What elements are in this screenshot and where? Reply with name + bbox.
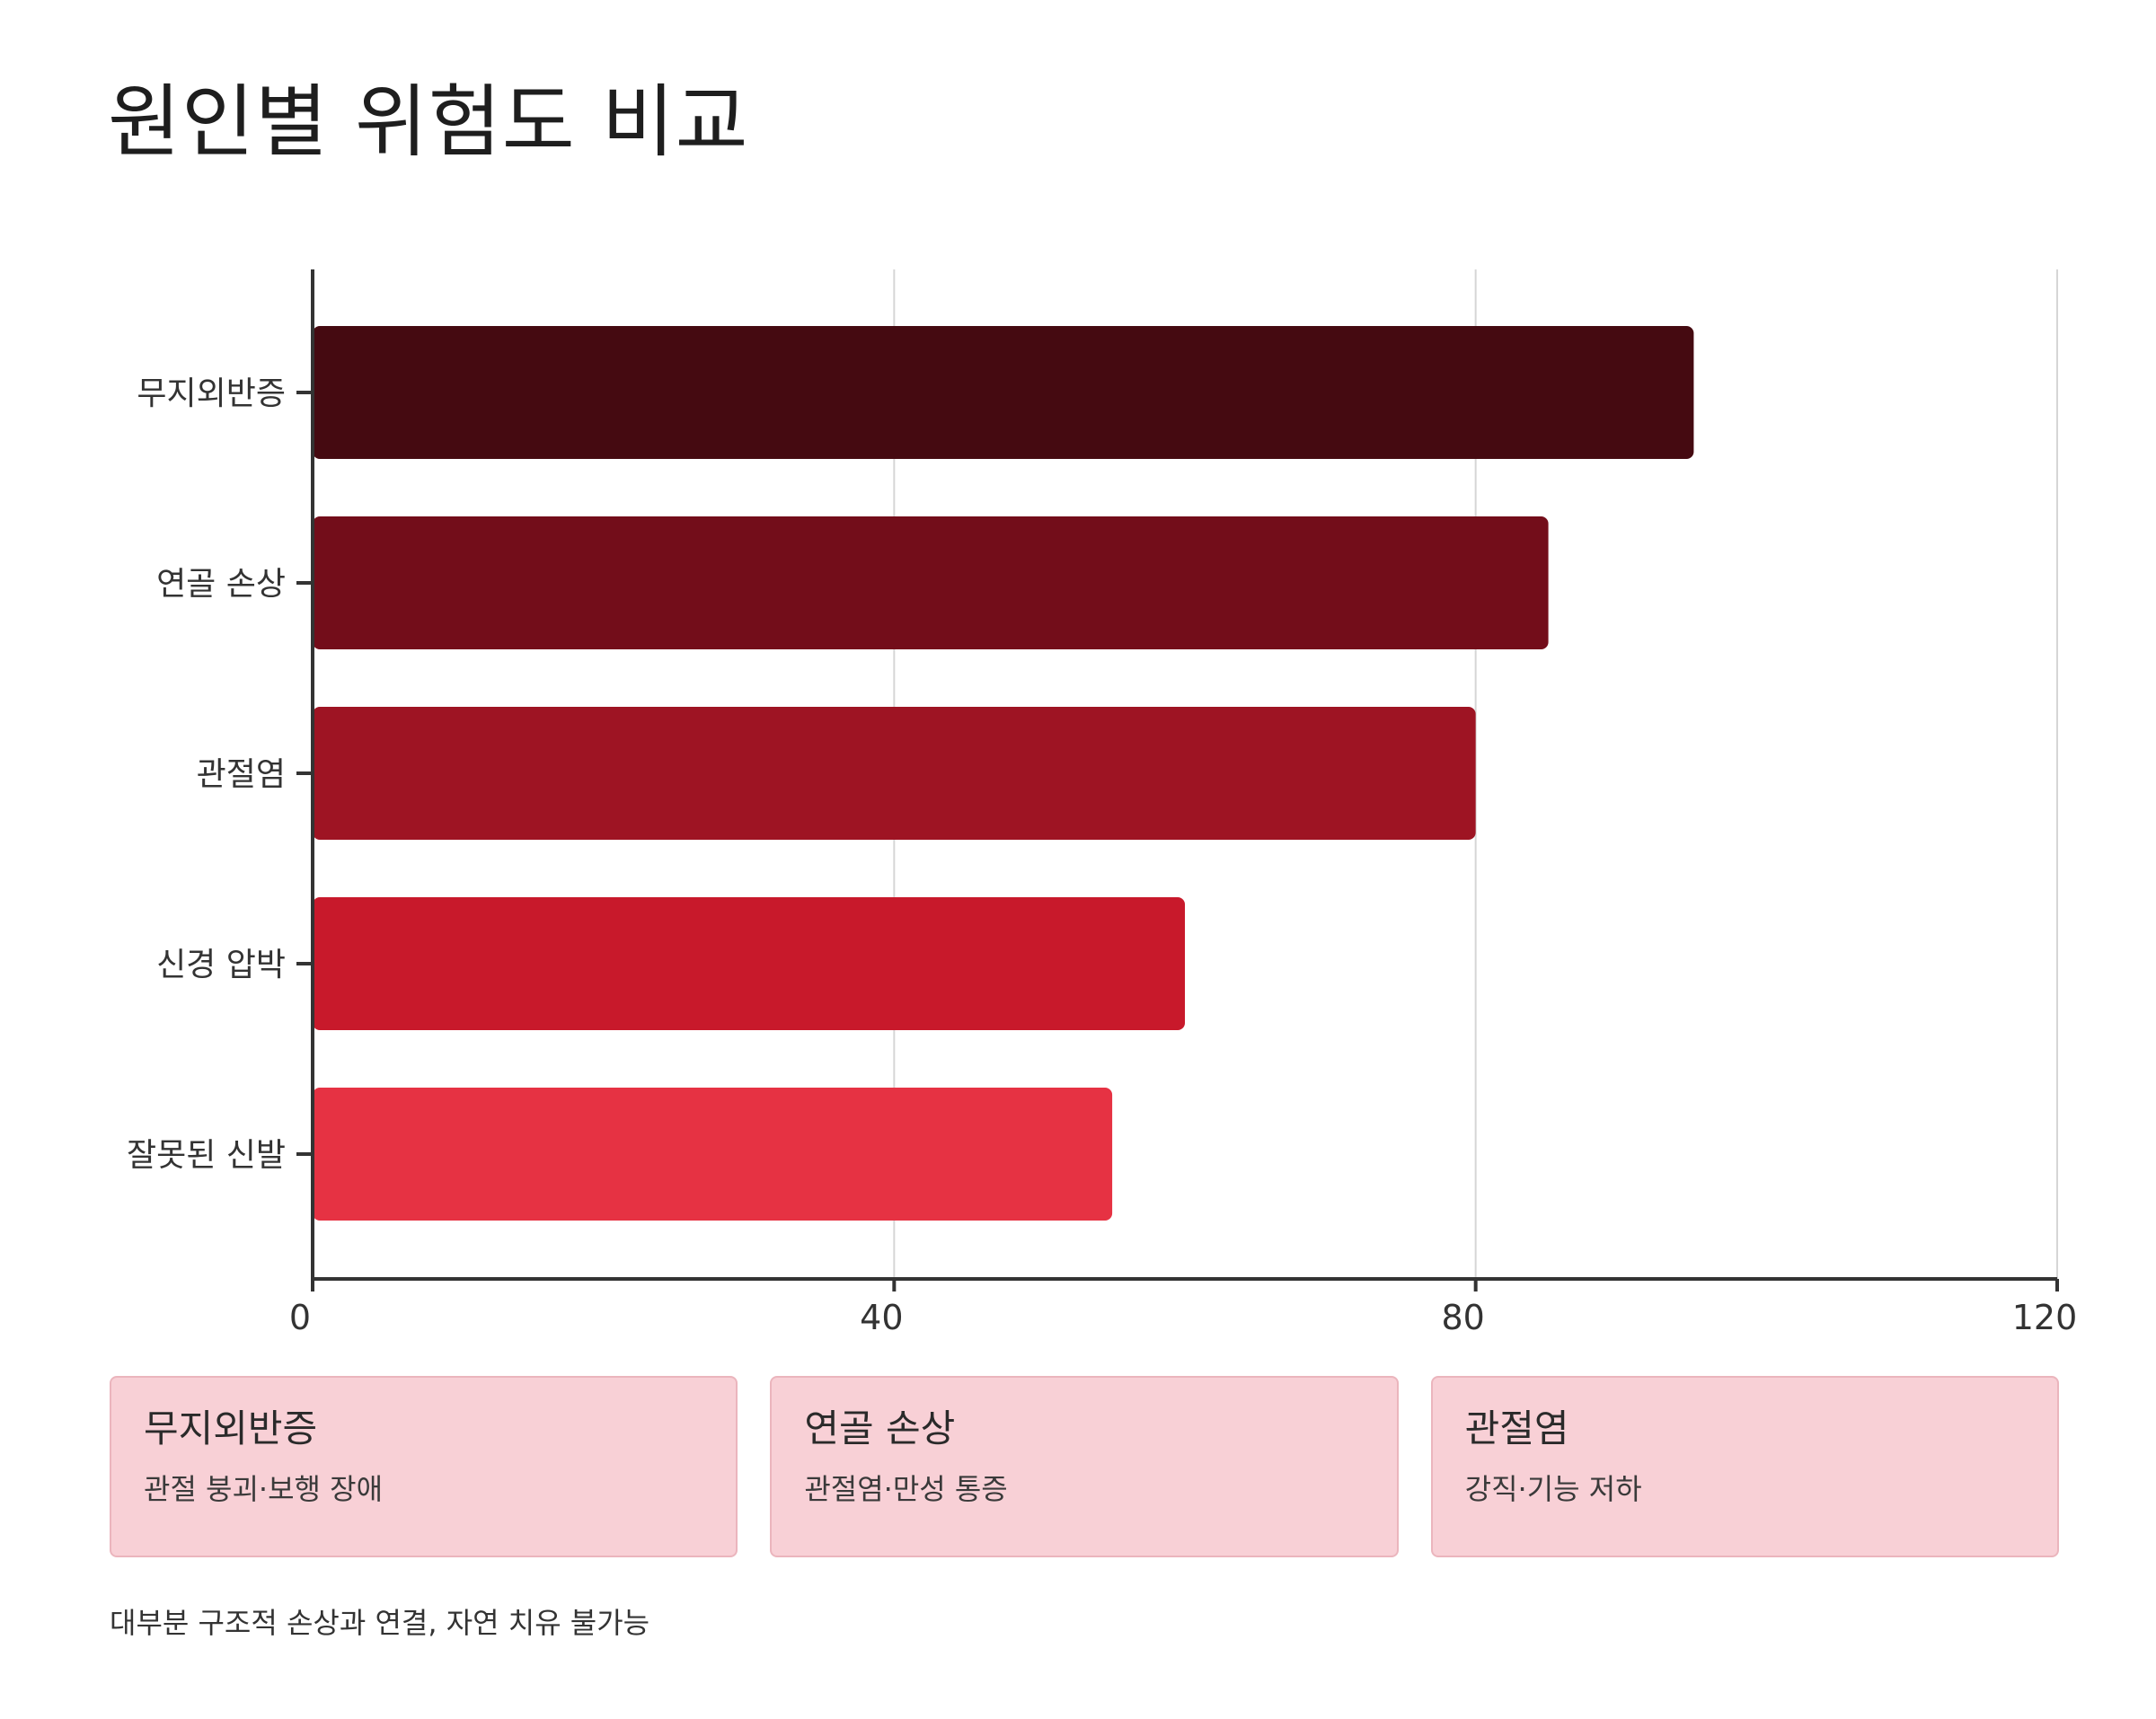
bar <box>313 897 1185 1030</box>
x-tick-label: 0 <box>289 1298 311 1337</box>
x-tick-label: 40 <box>860 1298 903 1337</box>
card-description: 관절염·만성 통증 <box>804 1472 1008 1507</box>
footnote: 대부분 구조적 손상과 연결, 자연 치유 불가능 <box>110 1606 650 1640</box>
card-title: 관절염 <box>1464 1406 1569 1450</box>
category-label: 잘못된 신발 <box>127 1137 286 1174</box>
category-label: 무지외반증 <box>137 375 286 412</box>
chart-title: 원인별 위험도 비교 <box>108 75 749 168</box>
category-label: 신경 압박 <box>156 947 286 983</box>
info-card: 무지외반증 관절 붕괴·보행 장애 <box>110 1376 738 1557</box>
bar <box>313 326 1694 459</box>
category-label: 연골 손상 <box>156 566 286 603</box>
card-description: 강직·기능 저하 <box>1464 1472 1642 1507</box>
info-cards: 무지외반증 관절 붕괴·보행 장애 연골 손상 관절염·만성 통증 관절염 강직… <box>110 1376 2059 1557</box>
info-card: 연골 손상 관절염·만성 통증 <box>770 1376 1399 1557</box>
card-description: 관절 붕괴·보행 장애 <box>144 1472 384 1507</box>
category-label: 관절염 <box>197 756 286 793</box>
info-card: 관절염 강직·기능 저하 <box>1430 1376 2059 1557</box>
bar <box>313 1088 1113 1221</box>
x-tick-label: 80 <box>1441 1298 1484 1337</box>
x-tick-label: 120 <box>2012 1298 2078 1337</box>
bars <box>313 326 1694 1221</box>
card-title: 연골 손상 <box>804 1406 956 1450</box>
x-ticks: 0 40 80 120 <box>289 1279 2077 1337</box>
card-title: 무지외반증 <box>144 1406 318 1450</box>
bar <box>313 707 1476 840</box>
bar <box>313 516 1549 649</box>
